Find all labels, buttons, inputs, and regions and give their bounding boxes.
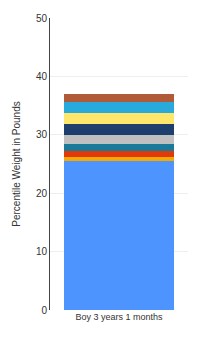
svg-text:50: 50 (36, 13, 48, 24)
svg-text:Boy 3 years 1 months: Boy 3 years 1 months (75, 312, 163, 322)
svg-text:30: 30 (36, 129, 48, 140)
svg-text:40: 40 (36, 71, 48, 82)
svg-text:20: 20 (36, 188, 48, 199)
svg-text:10: 10 (36, 246, 48, 257)
svg-text:0: 0 (41, 305, 47, 316)
svg-text:Percentile Weight in Pounds: Percentile Weight in Pounds (11, 101, 22, 226)
